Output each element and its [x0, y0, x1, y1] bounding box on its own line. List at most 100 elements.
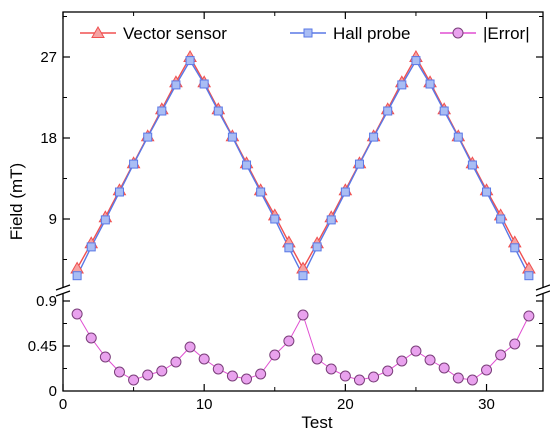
data-point: [353, 374, 365, 386]
data-point: [156, 365, 168, 377]
data-point: [510, 243, 520, 253]
data-point: [72, 271, 82, 281]
data-point: [270, 214, 280, 224]
data-point: [312, 242, 322, 252]
data-point: [184, 341, 196, 353]
data-point: [466, 374, 478, 386]
data-point: [255, 368, 267, 380]
series-markers: [70, 49, 536, 386]
series-line-0: [76, 55, 530, 270]
series-lines: [76, 55, 530, 381]
data-point: [311, 353, 323, 365]
data-point: [171, 80, 181, 90]
data-point: [410, 345, 422, 357]
data-point: [523, 310, 535, 322]
y-tick-label: 0: [49, 383, 57, 400]
y-tick-label: 18: [40, 130, 57, 147]
legend: Vector sensor Hall probe |Error|: [80, 24, 530, 43]
data-point: [199, 79, 209, 89]
data-point: [326, 215, 336, 225]
data-point: [340, 187, 350, 197]
axis-break-mark: [55, 290, 71, 297]
series-line-1: [76, 59, 530, 278]
data-point: [284, 243, 294, 253]
data-point: [524, 271, 534, 281]
data-point: [339, 370, 351, 382]
x-tick-label: 30: [478, 396, 495, 413]
data-point: [452, 372, 464, 384]
axis-break-gap: [536, 288, 550, 294]
axis-break-gap: [56, 288, 70, 294]
data-point: [142, 369, 154, 381]
data-point: [241, 373, 253, 385]
y-axis-title: Field (mT): [7, 163, 26, 240]
legend-label: Hall probe: [333, 24, 411, 43]
y-tick-label: 0.45: [28, 338, 57, 355]
data-point: [383, 106, 393, 116]
data-point: [297, 309, 309, 321]
y-tick-label: 9: [49, 211, 57, 228]
data-point: [226, 370, 238, 382]
data-point: [439, 106, 449, 116]
data-point: [242, 160, 252, 170]
data-point: [283, 335, 295, 347]
data-point: [114, 187, 124, 197]
axis-break-mark: [535, 290, 550, 297]
data-point: [213, 106, 223, 116]
legend-marker: [452, 27, 464, 39]
data-point: [128, 374, 140, 386]
data-point: [438, 362, 450, 374]
data-point: [227, 132, 237, 142]
plot-frame-rect: [62, 11, 544, 392]
plot-frame: [62, 11, 544, 392]
data-point: [298, 271, 308, 281]
x-tick-label: 10: [196, 396, 213, 413]
axis-break-mark: [535, 284, 550, 291]
data-point: [396, 355, 408, 367]
axes: 0 10 20 30 9 18 27 0 0.45 0.9 Test Field (mT): [7, 12, 550, 432]
data-point: [157, 106, 167, 116]
data-point: [482, 187, 492, 197]
data-point: [369, 132, 379, 142]
data-point: [85, 332, 97, 344]
data-point: [425, 79, 435, 89]
x-tick-label: 20: [337, 396, 354, 413]
data-point: [509, 338, 521, 350]
data-point: [467, 160, 477, 170]
data-point: [100, 215, 110, 225]
axis-break-mark: [55, 284, 71, 291]
data-point: [198, 353, 210, 365]
data-point: [99, 351, 111, 363]
data-point: [397, 80, 407, 90]
data-point: [113, 366, 125, 378]
data-point: [269, 349, 281, 361]
legend-marker: [303, 28, 313, 38]
data-point: [185, 56, 195, 66]
data-point: [368, 371, 380, 383]
x-axis-title: Test: [301, 413, 332, 432]
y-tick-label: 0.9: [36, 293, 57, 310]
data-point: [424, 354, 436, 366]
data-point: [495, 349, 507, 361]
series-line-2: [76, 313, 530, 381]
data-point: [382, 365, 394, 377]
data-point: [170, 356, 182, 368]
data-point: [411, 56, 421, 66]
data-point: [481, 364, 493, 376]
x-tick-label: 0: [59, 396, 67, 413]
data-point: [86, 242, 96, 252]
data-point: [143, 132, 153, 142]
legend-label: |Error|: [483, 24, 530, 43]
data-point: [453, 132, 463, 142]
y-tick-label: 27: [40, 49, 57, 66]
data-point: [71, 308, 83, 320]
data-point: [496, 214, 506, 224]
data-point: [256, 187, 266, 197]
legend-label: Vector sensor: [123, 24, 227, 43]
data-point: [354, 159, 364, 169]
data-point: [129, 159, 139, 169]
data-point: [325, 363, 337, 375]
data-point: [212, 363, 224, 375]
legend-marker: [91, 25, 105, 38]
